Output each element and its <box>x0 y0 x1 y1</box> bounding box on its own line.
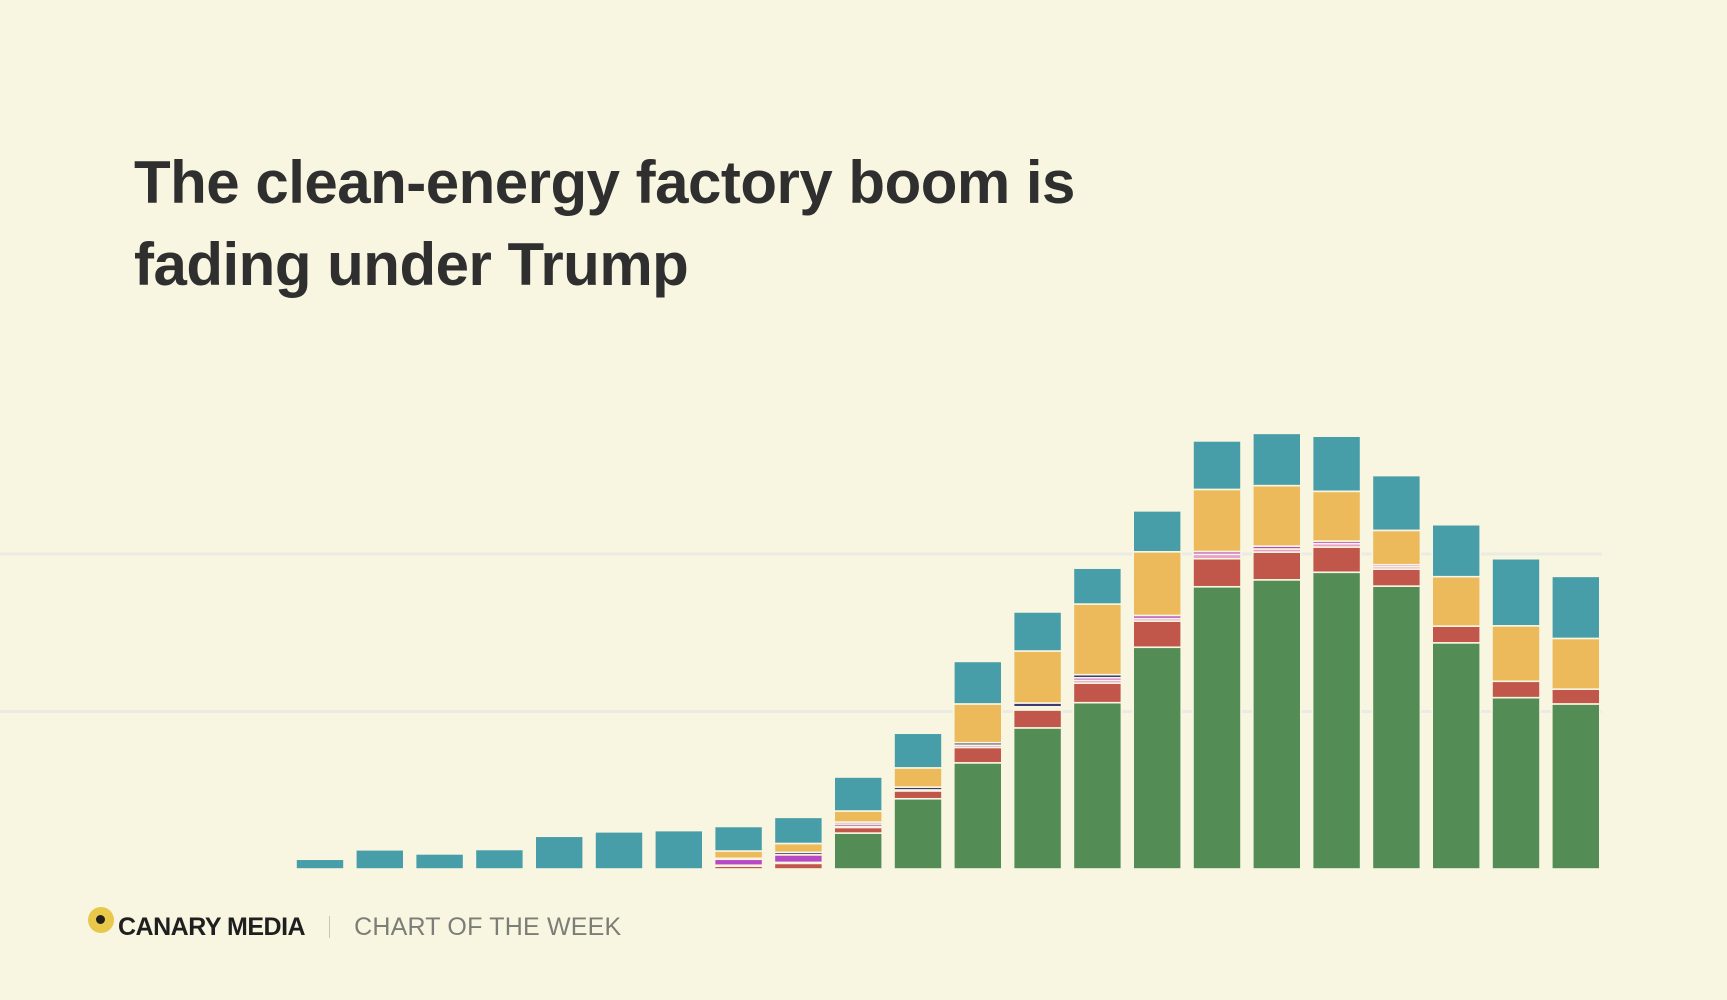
bar-15-orange-segment <box>1132 550 1182 617</box>
bar-16-orange-segment <box>1192 488 1242 553</box>
bar-9 <box>773 816 824 870</box>
bar-8-orange-segment <box>713 850 764 860</box>
bar-10-red-segment <box>833 826 884 834</box>
bar-19-teal-segment <box>1371 474 1422 532</box>
bar-2-teal-segment <box>354 848 405 870</box>
bar-19-orange-segment <box>1371 529 1422 566</box>
bar-10-green-segment <box>833 832 884 870</box>
bar-15-green-segment <box>1132 646 1182 870</box>
bar-16-teal-segment <box>1192 440 1242 491</box>
bar-12-teal-segment <box>952 660 1003 705</box>
bar-20-teal-segment <box>1431 523 1481 578</box>
bar-22-red-segment <box>1551 688 1601 705</box>
bar-22-teal-segment <box>1551 575 1601 640</box>
bar-11-teal-segment <box>893 732 943 769</box>
bar-15-red-segment <box>1132 620 1182 649</box>
bar-8-teal-segment <box>713 825 764 852</box>
bar-4-teal-segment <box>474 848 525 870</box>
bar-13-orange-segment <box>1012 650 1063 704</box>
bar-21-red-segment <box>1491 680 1541 699</box>
bar-11 <box>893 732 943 870</box>
bar-20 <box>1431 523 1481 870</box>
bar-9-teal-segment <box>773 816 824 845</box>
bar-9-orange-segment <box>773 842 824 854</box>
bar-6-teal-segment <box>594 831 644 870</box>
bar-19 <box>1371 474 1422 870</box>
bar-3-teal-segment <box>414 853 465 870</box>
brand-name: CANARY MEDIA <box>118 912 306 941</box>
title-line-2: fading under Trump <box>134 231 689 298</box>
bar-17-orange-segment <box>1252 484 1302 547</box>
bar-11-red-segment <box>893 790 943 800</box>
bar-12-orange-segment <box>952 703 1003 744</box>
bar-15-teal-segment <box>1132 510 1182 553</box>
bar-8 <box>713 825 764 870</box>
bar-17-red-segment <box>1252 551 1302 581</box>
bar-12 <box>952 660 1003 870</box>
bar-4 <box>474 848 525 870</box>
bar-14 <box>1072 567 1123 870</box>
bar-22 <box>1551 575 1601 870</box>
bar-6 <box>594 831 644 870</box>
bar-1 <box>295 858 345 870</box>
bar-13-red-segment <box>1012 709 1063 729</box>
bar-5 <box>534 835 585 870</box>
bar-12-red-segment <box>952 746 1003 764</box>
bar-16 <box>1192 440 1242 870</box>
bar-17-green-segment <box>1252 579 1302 870</box>
bar-5-teal-segment <box>534 835 585 870</box>
bar-18-teal-segment <box>1311 435 1362 493</box>
bar-13-green-segment <box>1012 727 1063 870</box>
bar-9-red-segment <box>773 862 824 870</box>
bar-14-teal-segment <box>1072 567 1123 605</box>
bar-18-green-segment <box>1311 571 1362 870</box>
bar-10-orange-segment <box>833 810 884 823</box>
bar-7 <box>653 829 704 870</box>
bar-1-teal-segment <box>295 858 345 870</box>
footer-divider <box>329 916 331 938</box>
bar-20-orange-segment <box>1431 575 1481 627</box>
bar-22-green-segment <box>1551 703 1601 870</box>
bar-2 <box>354 848 405 870</box>
bar-7-teal-segment <box>653 829 704 870</box>
bar-14-red-segment <box>1072 682 1123 704</box>
bar-16-green-segment <box>1192 585 1242 870</box>
bar-19-green-segment <box>1371 585 1422 870</box>
bar-20-green-segment <box>1431 642 1481 870</box>
bar-18-orange-segment <box>1311 490 1362 542</box>
bar-13-teal-segment <box>1012 611 1063 652</box>
bar-21-teal-segment <box>1491 557 1541 627</box>
bar-19-red-segment <box>1371 568 1422 587</box>
bar-18-red-segment <box>1311 546 1362 574</box>
bar-13 <box>1012 611 1063 870</box>
bar-10 <box>833 776 884 870</box>
bar-11-green-segment <box>893 797 943 870</box>
bar-20-red-segment <box>1431 625 1481 644</box>
page-title: The clean-energy factory boom is fading … <box>134 142 1134 306</box>
bar-21-orange-segment <box>1491 625 1541 683</box>
bar-21-green-segment <box>1491 696 1541 870</box>
bar-22-orange-segment <box>1551 637 1601 690</box>
bar-17-teal-segment <box>1252 432 1302 487</box>
bar-16-red-segment <box>1192 557 1242 588</box>
title-line-1: The clean-energy factory boom is <box>134 149 1075 216</box>
bar-8-purple-segment <box>713 858 764 867</box>
bar-3 <box>414 853 465 870</box>
bar-14-green-segment <box>1072 701 1123 870</box>
bar-12-green-segment <box>952 762 1003 870</box>
bar-18 <box>1311 435 1362 870</box>
canary-logo-icon <box>88 907 114 933</box>
bar-10-teal-segment <box>833 776 884 812</box>
bar-21 <box>1491 557 1541 870</box>
bar-14-orange-segment <box>1072 603 1123 676</box>
bar-11-orange-segment <box>893 767 943 788</box>
bar-15 <box>1132 510 1182 870</box>
footer: CANARY MEDIA CHART OF THE WEEK <box>88 902 621 952</box>
footer-tagline: CHART OF THE WEEK <box>354 912 622 941</box>
bar-9-purple-segment <box>773 854 824 864</box>
bar-17 <box>1252 432 1302 870</box>
